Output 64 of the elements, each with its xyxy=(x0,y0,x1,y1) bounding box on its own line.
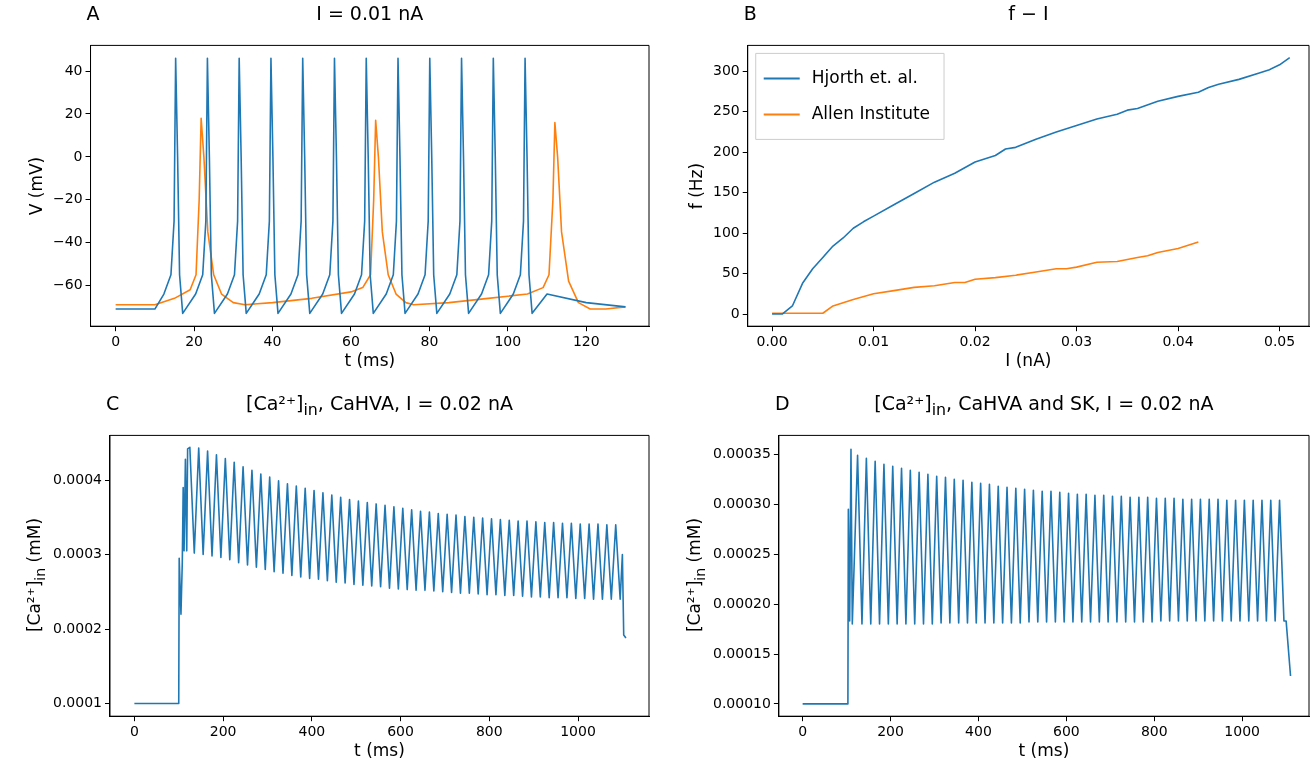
x-tick-label: 200 xyxy=(209,722,237,739)
y-tick-label: 0.00030 xyxy=(712,494,771,511)
x-tick-label: 0.05 xyxy=(1263,333,1296,350)
x-tick-label: 0.04 xyxy=(1162,333,1194,350)
x-tick-label: 1000 xyxy=(1224,722,1261,739)
y-tick-label: −40 xyxy=(53,233,83,250)
y-tick-label: 0.00025 xyxy=(712,544,771,561)
y-tick-label: 0.00020 xyxy=(712,594,771,611)
x-tick-label: 60 xyxy=(342,333,360,350)
legend-label: Hjorth et. al. xyxy=(811,66,918,87)
y-tick-label: 0.0002 xyxy=(52,619,102,636)
y-tick-label: 0 xyxy=(73,147,83,164)
y-tick-label: 20 xyxy=(64,104,83,121)
x-tick-label: 0 xyxy=(798,722,808,739)
y-tick-label: 250 xyxy=(712,102,740,119)
x-tick-label: 100 xyxy=(494,333,522,350)
y-tick-label: 50 xyxy=(721,264,740,281)
x-tick-label: 0 xyxy=(129,722,139,739)
x-tick-label: 600 xyxy=(1053,722,1080,739)
x-axis-title: t (ms) xyxy=(344,350,396,371)
chart-title: [Ca²⁺]$_{in}$, CaHVA, I = 0.02 nA xyxy=(246,391,513,419)
y-tick-label: −20 xyxy=(53,190,83,207)
x-tick-label: 120 xyxy=(572,333,600,350)
x-tick-label: 0.03 xyxy=(1060,333,1093,350)
x-tick-label: 80 xyxy=(420,333,439,350)
x-tick-label: 0.00 xyxy=(756,333,788,350)
y-tick-label: 0.00015 xyxy=(712,644,771,661)
y-tick-label: 100 xyxy=(712,223,740,240)
x-axis-title: t (ms) xyxy=(354,739,405,760)
x-tick-label: 1000 xyxy=(560,722,596,739)
x-tick-label: 800 xyxy=(1140,722,1168,739)
text: D xyxy=(774,391,790,414)
x-axis-title: I (nA) xyxy=(1005,350,1052,371)
y-axis-title: V (mV) xyxy=(26,156,46,216)
y-tick-label: 0.0001 xyxy=(52,693,102,710)
x-tick-label: 0.02 xyxy=(959,333,991,350)
x-tick-label: 20 xyxy=(185,333,203,350)
y-tick-label: −60 xyxy=(53,276,83,293)
text: A xyxy=(86,2,100,24)
text: B xyxy=(743,2,757,24)
x-tick-label: 0.01 xyxy=(857,333,890,350)
y-tick-label: 0.00035 xyxy=(712,444,771,461)
y-axis-title: f (Hz) xyxy=(686,162,706,209)
x-tick-label: 200 xyxy=(877,722,904,739)
chart-title: f − I xyxy=(1008,2,1049,24)
chart-title: I = 0.01 nA xyxy=(316,2,424,24)
legend-label: Allen Institute xyxy=(811,102,931,123)
chart-title: [Ca²⁺]$_{in}$, CaHVA and SK, I = 0.02 nA xyxy=(874,391,1214,419)
x-tick-label: 40 xyxy=(263,333,282,350)
x-tick-label: 400 xyxy=(298,722,326,739)
y-tick-label: 0.0003 xyxy=(52,544,102,561)
y-tick-label: 0 xyxy=(730,304,740,321)
y-tick-label: 200 xyxy=(712,142,740,159)
x-tick-label: 800 xyxy=(475,722,503,739)
y-tick-label: 40 xyxy=(64,61,83,78)
x-tick-label: 400 xyxy=(965,722,992,739)
y-tick-label: 0.0004 xyxy=(52,470,103,487)
y-tick-label: 0.00010 xyxy=(712,694,771,711)
y-tick-label: 150 xyxy=(712,183,740,200)
x-axis-title: t (ms) xyxy=(1018,739,1070,760)
text: C xyxy=(105,391,120,414)
y-tick-label: 300 xyxy=(712,61,740,78)
x-tick-label: 0 xyxy=(111,333,121,350)
x-tick-label: 600 xyxy=(387,722,414,739)
